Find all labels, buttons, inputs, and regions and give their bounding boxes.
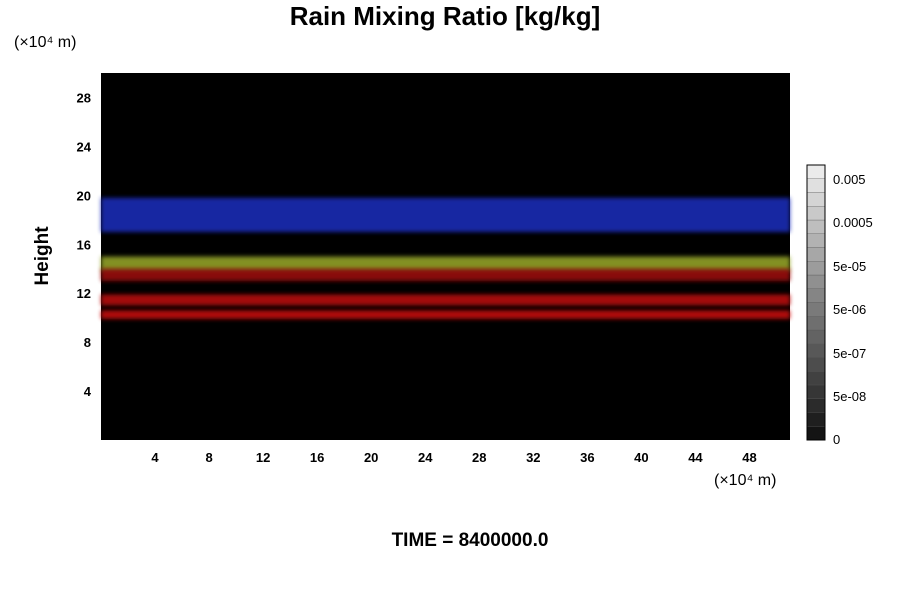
colorbar-tick-label: 0 (833, 432, 840, 447)
colorbar-tick-label: 5e-07 (833, 346, 866, 361)
colorbar-segment (806, 178, 826, 193)
x-axis-unit: (×10⁴ m) (714, 472, 777, 489)
x-tick-label: 44 (688, 450, 703, 465)
colorbar-segment (806, 261, 826, 276)
y-ticks: 4 8 12 16 20 24 28 (77, 90, 92, 399)
x-tick-label: 28 (472, 450, 486, 465)
y-tick-label: 4 (84, 384, 92, 399)
band-3 (101, 294, 790, 306)
colorbar-segment (806, 343, 826, 358)
band-1 (101, 256, 790, 272)
colorbar-tick-label: 5e-06 (833, 302, 866, 317)
colorbar-tick-label: 0.005 (833, 172, 866, 187)
colorbar-frame (806, 164, 826, 441)
colorbar-segment (806, 219, 826, 234)
x-tick-label: 48 (742, 450, 756, 465)
y-tick-label: 24 (77, 139, 92, 154)
chart-title: Rain Mixing Ratio [kg/kg] (289, 1, 601, 31)
colorbar-segment (806, 316, 826, 331)
x-ticks: 4 8 12 16 20 24 28 32 36 40 44 48 (151, 450, 756, 465)
colorbar-segment (806, 426, 826, 441)
colorbar-tick-label: 5e-08 (833, 389, 866, 404)
colorbar-segment (806, 371, 826, 386)
band-0 (101, 197, 790, 233)
colorbar-segment (806, 288, 826, 303)
time-label: TIME = 8400000.0 (391, 530, 549, 551)
x-tick-label: 4 (151, 450, 159, 465)
x-tick-label: 36 (580, 450, 594, 465)
colorbar-segment (806, 398, 826, 413)
colorbar-tick-label: 5e-05 (833, 259, 866, 274)
colorbar-segment (806, 357, 826, 372)
y-tick-label: 12 (77, 286, 91, 301)
x-tick-label: 8 (205, 450, 212, 465)
y-tick-label: 8 (84, 335, 91, 350)
y-tick-label: 16 (77, 237, 91, 252)
colorbar-segment (806, 329, 826, 344)
band-2 (101, 268, 790, 281)
colorbar-segment (806, 247, 826, 262)
colorbar-segment (806, 233, 826, 248)
x-tick-label: 24 (418, 450, 433, 465)
x-tick-label: 40 (634, 450, 648, 465)
colorbar: 0.005 0.0005 5e-05 5e-06 5e-07 5e-08 0 (806, 164, 873, 447)
colorbar-segment (806, 384, 826, 399)
colorbar-segment (806, 192, 826, 207)
x-tick-label: 12 (256, 450, 270, 465)
band-4 (101, 310, 790, 319)
x-tick-label: 32 (526, 450, 540, 465)
band-layer (101, 197, 790, 319)
x-tick-label: 20 (364, 450, 378, 465)
colorbar-segment (806, 164, 826, 179)
colorbar-segment (806, 302, 826, 317)
colorbar-tick-label: 0.0005 (833, 215, 873, 230)
colorbar-segment (806, 274, 826, 289)
colorbar-segment (806, 412, 826, 427)
y-tick-label: 28 (77, 90, 91, 105)
y-tick-label: 20 (77, 188, 91, 203)
x-tick-label: 16 (310, 450, 324, 465)
y-axis-unit: (×10⁴ m) (14, 34, 77, 51)
colorbar-segment (806, 206, 826, 221)
